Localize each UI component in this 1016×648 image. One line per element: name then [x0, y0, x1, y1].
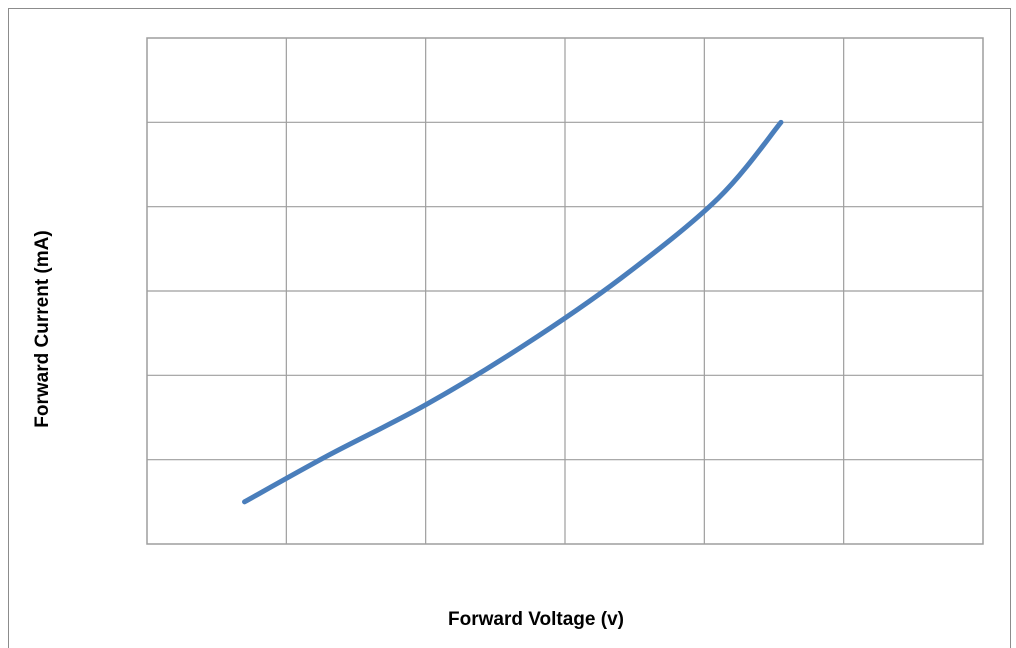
y-axis-title: Forward Current (mA)	[32, 230, 53, 427]
series-line-0	[242, 119, 784, 505]
chart-area-frame	[8, 8, 1011, 648]
plot-area-border	[146, 37, 984, 545]
grid-lines	[147, 38, 983, 544]
series-layer	[242, 119, 784, 505]
x-axis-title: Forward Voltage (v)	[448, 609, 624, 630]
